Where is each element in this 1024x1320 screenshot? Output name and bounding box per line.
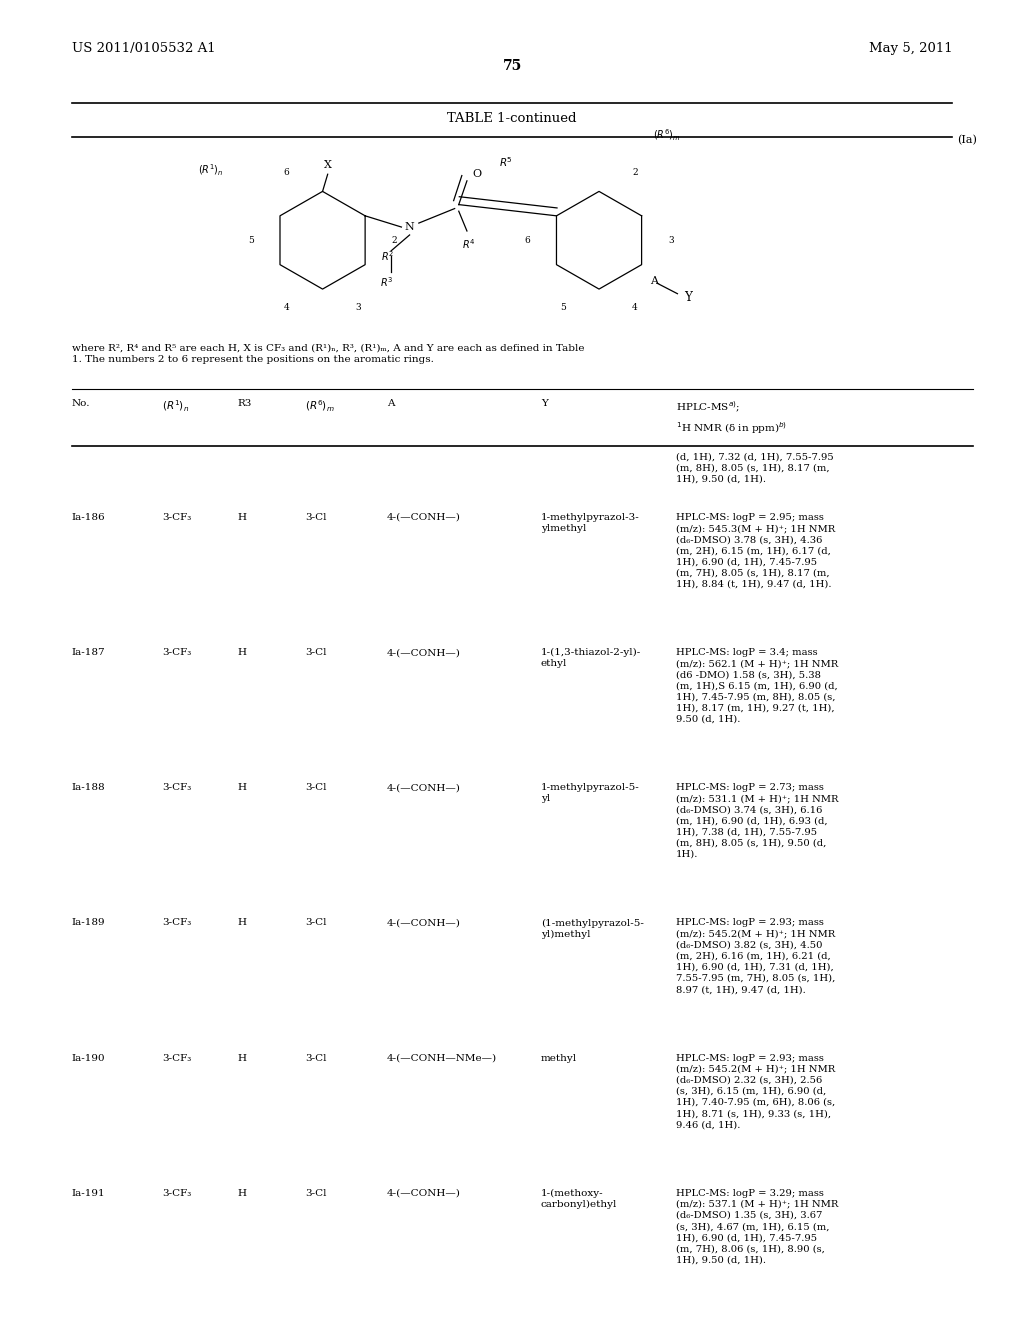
- Text: 4-(—CONH—): 4-(—CONH—): [387, 919, 461, 928]
- Text: 1-(1,3-thiazol-2-yl)-
ethyl: 1-(1,3-thiazol-2-yl)- ethyl: [541, 648, 641, 668]
- Text: $(R^1)_n$: $(R^1)_n$: [162, 399, 189, 414]
- Text: TABLE 1-continued: TABLE 1-continued: [447, 112, 577, 125]
- Text: 3-Cl: 3-Cl: [305, 648, 327, 657]
- Text: Ia-189: Ia-189: [72, 919, 105, 928]
- Text: HPLC-MS$^{a)}$;: HPLC-MS$^{a)}$;: [676, 399, 740, 413]
- Text: 3-CF₃: 3-CF₃: [162, 919, 191, 928]
- Text: N: N: [404, 222, 415, 232]
- Text: 4: 4: [632, 304, 638, 313]
- Text: R3: R3: [238, 399, 252, 408]
- Text: 3-CF₃: 3-CF₃: [162, 513, 191, 521]
- Text: HPLC-MS: logP = 2.93; mass
(m/z): 545.2(M + H)⁺; 1H NMR
(d₆-DMSO) 3.82 (s, 3H), : HPLC-MS: logP = 2.93; mass (m/z): 545.2(…: [676, 919, 836, 994]
- Text: 3: 3: [668, 236, 674, 244]
- Text: $^1$H NMR (δ in ppm)$^{b)}$: $^1$H NMR (δ in ppm)$^{b)}$: [676, 420, 787, 436]
- Text: (d, 1H), 7.32 (d, 1H), 7.55-7.95
(m, 8H), 8.05 (s, 1H), 8.17 (m,
1H), 9.50 (d, 1: (d, 1H), 7.32 (d, 1H), 7.55-7.95 (m, 8H)…: [676, 453, 834, 484]
- Text: 6: 6: [284, 168, 290, 177]
- Text: H: H: [238, 1189, 247, 1197]
- Text: $R^4$: $R^4$: [462, 238, 476, 251]
- Text: HPLC-MS: logP = 3.4; mass
(m/z): 562.1 (M + H)⁺; 1H NMR
(d6 -DMO) 1.58 (s, 3H), : HPLC-MS: logP = 3.4; mass (m/z): 562.1 (…: [676, 648, 838, 723]
- Text: 3-Cl: 3-Cl: [305, 783, 327, 792]
- Text: X: X: [324, 160, 332, 170]
- Text: 3-Cl: 3-Cl: [305, 513, 327, 521]
- Text: 3-CF₃: 3-CF₃: [162, 1189, 191, 1197]
- Text: HPLC-MS: logP = 3.29; mass
(m/z): 537.1 (M + H)⁺; 1H NMR
(d₆-DMSO) 1.35 (s, 3H),: HPLC-MS: logP = 3.29; mass (m/z): 537.1 …: [676, 1189, 839, 1265]
- Text: May 5, 2011: May 5, 2011: [868, 42, 952, 55]
- Text: Ia-187: Ia-187: [72, 648, 105, 657]
- Text: where R², R⁴ and R⁵ are each H, X is CF₃ and (R¹)ₙ, R³, (R¹)ₘ, A and Y are each : where R², R⁴ and R⁵ are each H, X is CF₃…: [72, 343, 584, 364]
- Text: $R^5$: $R^5$: [499, 156, 513, 169]
- Text: 1-methylpyrazol-3-
ylmethyl: 1-methylpyrazol-3- ylmethyl: [541, 513, 639, 533]
- Text: 3: 3: [355, 304, 361, 313]
- Text: Ia-188: Ia-188: [72, 783, 105, 792]
- Text: 3-Cl: 3-Cl: [305, 1053, 327, 1063]
- Text: A: A: [387, 399, 394, 408]
- Text: A: A: [650, 276, 657, 285]
- Text: Y: Y: [684, 292, 691, 304]
- Text: 3-Cl: 3-Cl: [305, 919, 327, 928]
- Text: HPLC-MS: logP = 2.95; mass
(m/z): 545.3(M + H)⁺; 1H NMR
(d₆-DMSO) 3.78 (s, 3H), : HPLC-MS: logP = 2.95; mass (m/z): 545.3(…: [676, 513, 836, 589]
- Text: HPLC-MS: logP = 2.73; mass
(m/z): 531.1 (M + H)⁺; 1H NMR
(d₆-DMSO) 3.74 (s, 3H),: HPLC-MS: logP = 2.73; mass (m/z): 531.1 …: [676, 783, 839, 859]
- Text: 4: 4: [284, 304, 290, 313]
- Text: $R^2$: $R^2$: [381, 249, 393, 263]
- Text: 4-(—CONH—): 4-(—CONH—): [387, 513, 461, 521]
- Text: $(R^6)_m$: $(R^6)_m$: [653, 127, 681, 143]
- Text: Ia-191: Ia-191: [72, 1189, 105, 1197]
- Text: 4-(—CONH—NMe—): 4-(—CONH—NMe—): [387, 1053, 498, 1063]
- Text: Ia-190: Ia-190: [72, 1053, 105, 1063]
- Text: $(R^1)_n$: $(R^1)_n$: [198, 162, 224, 178]
- Text: 3-CF₃: 3-CF₃: [162, 1053, 191, 1063]
- Text: 4-(—CONH—): 4-(—CONH—): [387, 648, 461, 657]
- Text: 1-methylpyrazol-5-
yl: 1-methylpyrazol-5- yl: [541, 783, 639, 804]
- Text: HPLC-MS: logP = 2.93; mass
(m/z): 545.2(M + H)⁺; 1H NMR
(d₆-DMSO) 2.32 (s, 3H), : HPLC-MS: logP = 2.93; mass (m/z): 545.2(…: [676, 1053, 836, 1129]
- Text: Y: Y: [541, 399, 548, 408]
- Text: 1-(methoxy-
carbonyl)ethyl: 1-(methoxy- carbonyl)ethyl: [541, 1189, 617, 1209]
- Text: US 2011/0105532 A1: US 2011/0105532 A1: [72, 42, 215, 55]
- Text: (Ia): (Ia): [957, 135, 977, 145]
- Text: 75: 75: [503, 59, 521, 74]
- Text: $R^3$: $R^3$: [381, 276, 393, 289]
- Text: 3-Cl: 3-Cl: [305, 1189, 327, 1197]
- Text: 3-CF₃: 3-CF₃: [162, 783, 191, 792]
- Text: O: O: [473, 169, 481, 180]
- Text: 6: 6: [524, 236, 530, 244]
- Text: 4-(—CONH—): 4-(—CONH—): [387, 1189, 461, 1197]
- Text: 2: 2: [632, 168, 638, 177]
- Text: methyl: methyl: [541, 1053, 577, 1063]
- Text: H: H: [238, 648, 247, 657]
- Text: H: H: [238, 783, 247, 792]
- Text: 4-(—CONH—): 4-(—CONH—): [387, 783, 461, 792]
- Text: Ia-186: Ia-186: [72, 513, 105, 521]
- Text: $(R^6)_m$: $(R^6)_m$: [305, 399, 335, 414]
- Text: H: H: [238, 1053, 247, 1063]
- Text: No.: No.: [72, 399, 90, 408]
- Text: 5: 5: [248, 236, 254, 244]
- Text: (1-methylpyrazol-5-
yl)methyl: (1-methylpyrazol-5- yl)methyl: [541, 919, 643, 939]
- Text: 5: 5: [560, 304, 566, 313]
- Text: H: H: [238, 513, 247, 521]
- Text: H: H: [238, 919, 247, 928]
- Text: 3-CF₃: 3-CF₃: [162, 648, 191, 657]
- Text: 2: 2: [391, 236, 397, 244]
